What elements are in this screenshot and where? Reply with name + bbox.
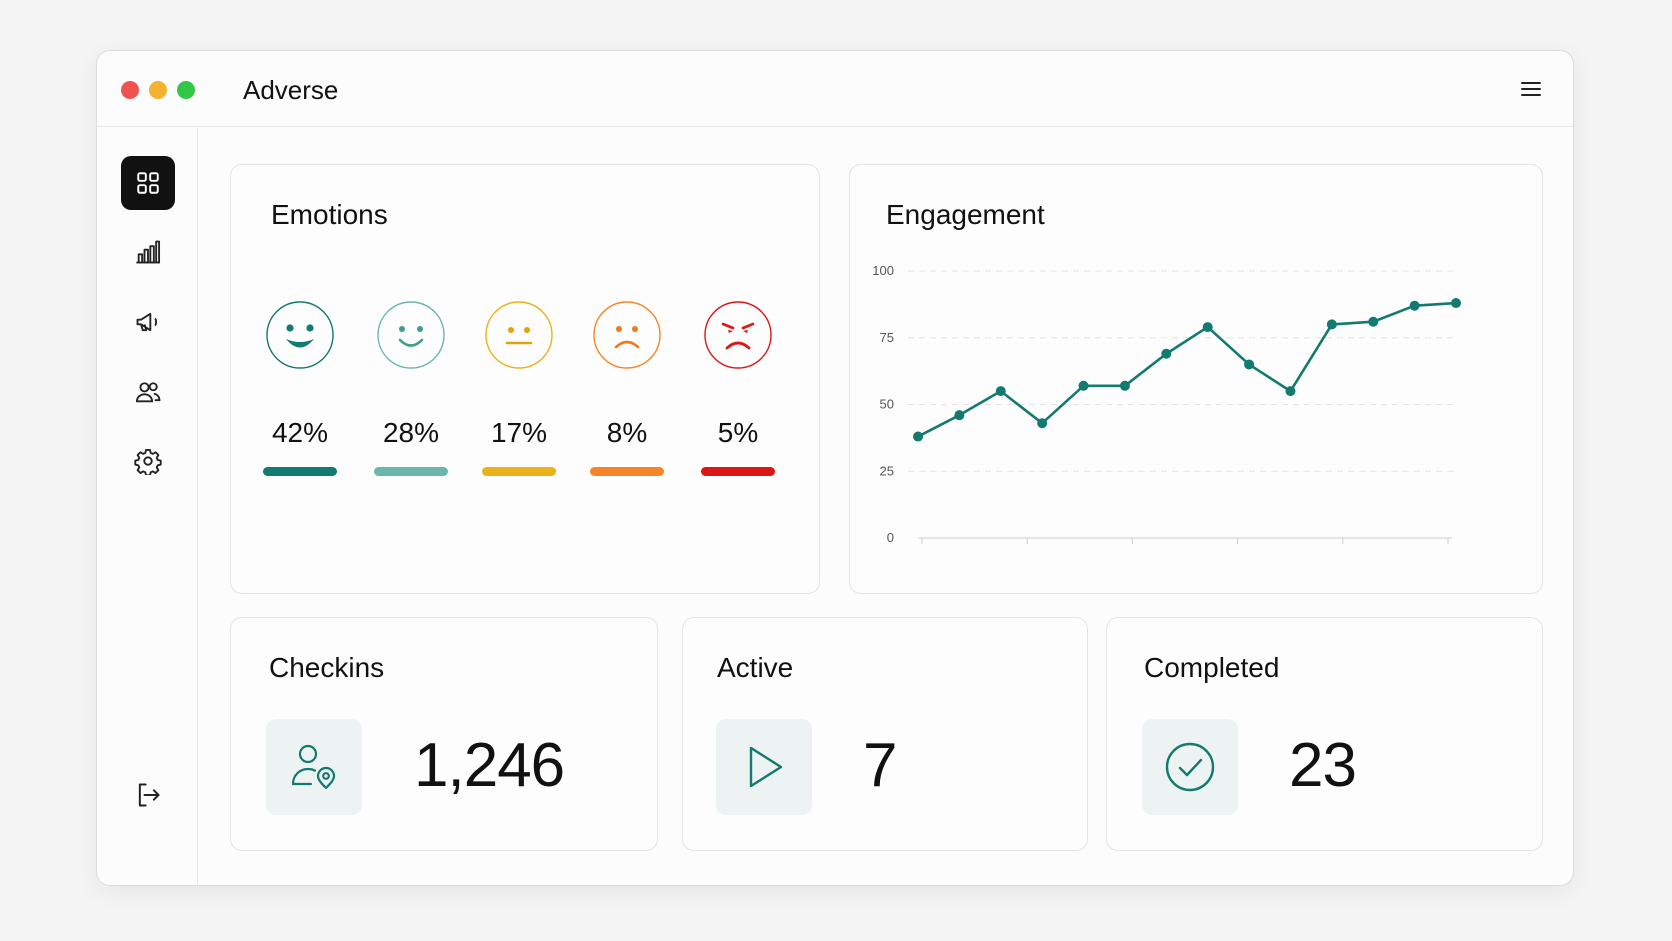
sidebar-item-users[interactable] [121,365,175,419]
emotion-percent: 8% [606,417,648,448]
minimize-window-button[interactable] [149,81,167,99]
completed-value: 23 [1289,731,1357,800]
engagement-series-line [917,301,1457,438]
hamburger-menu-icon[interactable] [1519,77,1543,101]
user-location-icon [291,744,336,790]
completed-icon-box [1142,719,1238,815]
checkins-value: 1,246 [414,731,565,800]
maximize-window-button[interactable] [177,81,195,99]
very-happy-face-icon[interactable] [265,300,335,370]
play-icon [749,746,783,788]
engagement-data-point[interactable] [1078,380,1089,391]
emotions-title: Emotions [271,199,388,230]
emotion-bar [482,467,556,476]
completed-card: Completed 23 [1106,617,1543,851]
users-icon [135,382,161,403]
y-tick-label: 0 [887,530,894,545]
emotion-percent: 42% [271,417,329,448]
neutral-face-icon[interactable] [484,300,554,370]
engagement-data-point[interactable] [1161,348,1172,359]
bar-chart-icon [136,240,161,264]
active-title: Active [717,652,794,683]
title-bar: Adverse [97,51,1573,127]
sidebar-item-dashboard[interactable] [121,156,175,210]
emotions-card: Emotions 42% 28% 17% [230,164,820,594]
happy-face-icon[interactable] [376,300,446,370]
check-circle-icon [1165,742,1215,792]
engagement-data-point[interactable] [1326,319,1337,330]
y-tick-label: 100 [872,263,894,278]
engagement-title: Engagement [886,199,1045,230]
logout-button[interactable] [121,768,175,822]
emotion-percent: 5% [717,417,759,448]
active-icon-box [716,719,812,815]
engagement-data-point[interactable] [1244,359,1255,370]
engagement-data-point[interactable] [913,431,923,442]
emotion-bar [701,467,775,476]
engagement-data-point[interactable] [1202,322,1213,333]
sidebar-item-analytics[interactable] [121,225,175,279]
grid-icon [137,172,159,194]
sidebar [97,128,198,885]
y-tick-label: 50 [880,397,894,412]
engagement-data-point[interactable] [1368,316,1379,327]
engagement-data-point[interactable] [954,410,965,421]
app-window: Adverse [96,50,1574,886]
active-card: Active 7 [682,617,1088,851]
logout-icon [138,783,160,807]
engagement-data-point[interactable] [1119,380,1130,391]
emotion-bar [590,467,664,476]
close-window-button[interactable] [121,81,139,99]
engagement-card: Engagement 0 25 50 75 100 [849,164,1543,594]
emotion-percent: 17% [490,417,548,448]
engagement-data-point[interactable] [1285,386,1296,397]
angry-face-icon[interactable] [703,300,773,370]
active-value: 7 [863,731,897,800]
emotion-bar [374,467,448,476]
app-title: Adverse [243,75,339,105]
gear-icon [134,448,162,475]
completed-title: Completed [1144,652,1280,683]
sidebar-item-settings[interactable] [121,434,175,488]
y-tick-label: 75 [880,330,894,345]
emotion-percent: 28% [382,417,440,448]
engagement-data-point[interactable] [1037,418,1048,429]
engagement-data-point[interactable] [995,386,1006,397]
megaphone-icon [136,312,157,332]
sad-face-icon[interactable] [592,300,662,370]
engagement-data-point[interactable] [1409,300,1420,311]
checkins-icon-box [266,719,362,815]
emotion-bar [263,467,337,476]
checkins-card: Checkins 1,246 [230,617,658,851]
y-tick-label: 25 [880,463,894,478]
sidebar-item-campaigns[interactable] [121,295,175,349]
checkins-title: Checkins [269,652,385,683]
engagement-line-chart: 0 25 50 75 100 [872,263,1461,545]
engagement-data-point[interactable] [1451,298,1461,309]
